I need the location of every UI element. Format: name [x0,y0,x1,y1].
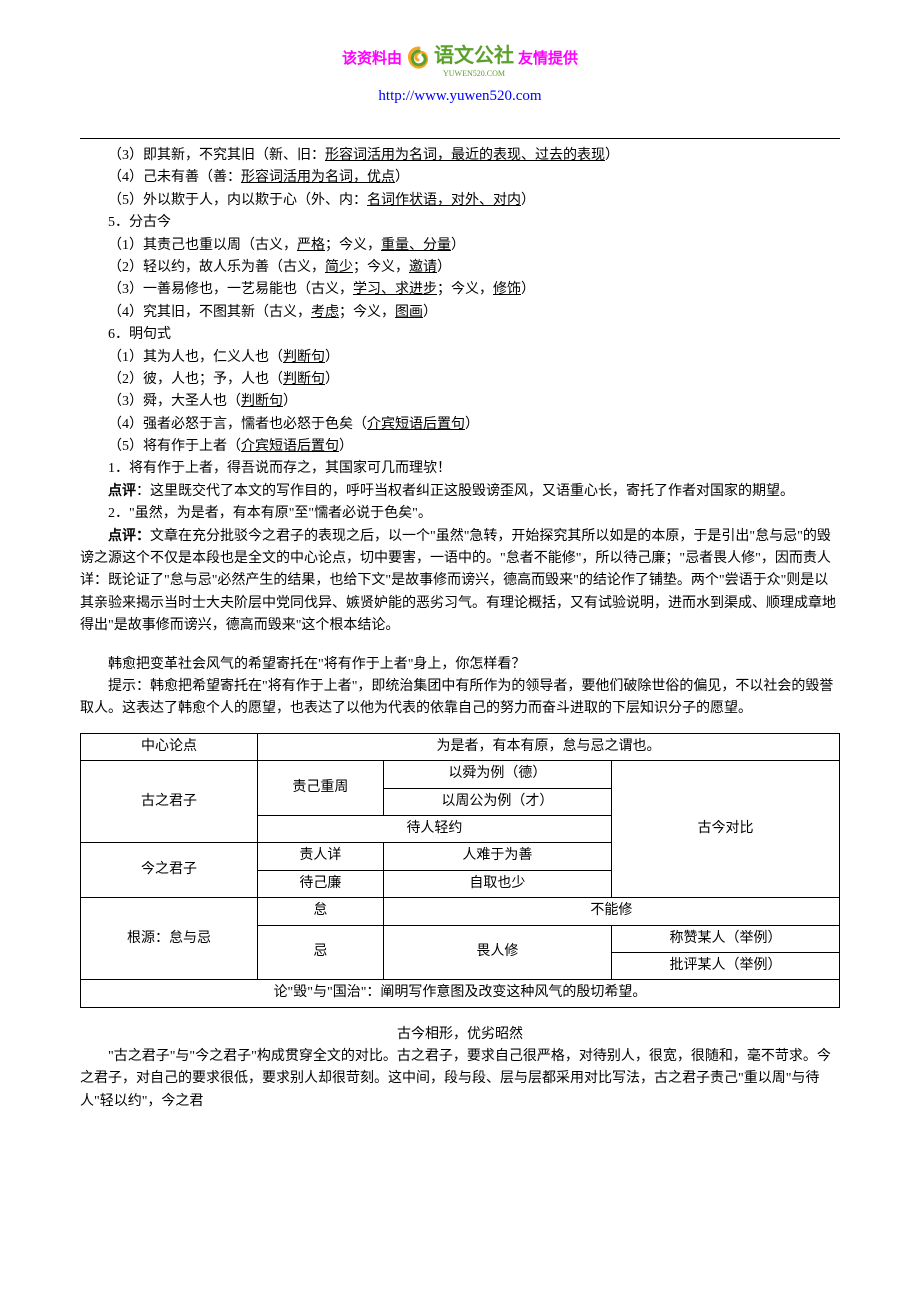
logo-sub: YUWEN520.COM [434,70,514,78]
para-1-comment: 点评：这里既交代了本文的写作目的，呼吁当权者纠正这股毁谤歪风，又语重心长，寄托了… [80,481,840,503]
cell: 批评某人（举例） [611,952,839,979]
table-row: 古之君子 责己重周 以舜为例（德） 古今对比 [81,761,840,788]
table-row: 中心论点 为是者，有本有原，怠与忌之谓也。 [81,733,840,760]
cell: 中心论点 [81,733,258,760]
logo-swirl-icon [406,46,432,72]
header-url[interactable]: http://www.yuwen520.com [80,84,840,108]
qa-block: 韩愈把变革社会风气的希望寄托在"将有作于上者"身上，你怎样看？ 提示：韩愈把希望… [80,654,840,721]
line-4: （4）己未有善（善：形容词活用为名词，优点） [80,167,840,189]
g2: （2）轻以约，故人乐为善（古义，简少；今义，邀请） [80,257,840,279]
s1: （1）其为人也，仁义人也（判断句） [80,347,840,369]
logo-text-wrap: 语文公社 YUWEN520.COM [434,40,514,78]
final-para: "古之君子"与"今之君子"构成贯穿全文的对比。古之君子，要求自己很严格，对待别人… [80,1046,840,1113]
cell: 为是者，有本有原，怠与忌之谓也。 [257,733,839,760]
section-title: 古今相形，优劣昭然 [80,1024,840,1046]
table-row: 论"毁"与"国治"：阐明写作意图及改变这种风气的殷切希望。 [81,980,840,1007]
cell: 怠 [257,898,383,925]
body-text: （3）即其新，不究其旧（新、旧：形容词活用为名词，最近的表现、过去的表现） （4… [80,145,840,1113]
cell: 称赞某人（举例） [611,925,839,952]
cell: 古之君子 [81,761,258,843]
para-2-comment: 点评：文章在充分批驳今之君子的表现之后，以一个"虽然"急转，开始探究其所以如是的… [80,526,840,638]
line-5: （5）外以欺于人，内以欺于心（外、内：名词作状语，对外、对内） [80,190,840,212]
divider [80,138,840,139]
comment-label: 点评 [108,484,136,499]
question-1: 韩愈把变革社会风气的希望寄托在"将有作于上者"身上，你怎样看？ [80,654,840,676]
cell: 根源：怠与忌 [81,898,258,980]
g1: （1）其责己也重以周（古义，严格；今义，重量、分量） [80,235,840,257]
cell: 今之君子 [81,843,258,898]
page: 该资料由 语文公社 YUWEN520.COM 友情提供 http://www.y… [0,0,920,1302]
cell: 自取也少 [383,870,611,897]
cell: 以舜为例（德） [383,761,611,788]
cell: 责己重周 [257,761,383,816]
cell: 人难于为善 [383,843,611,870]
g3: （3）一善易修也，一艺易能也（古义，学习、求进步；今义，修饰） [80,279,840,301]
s5: （5）将有作于上者（介宾短语后置句） [80,436,840,458]
cell: 待己廉 [257,870,383,897]
cell: 不能修 [383,898,839,925]
header-line-1: 该资料由 语文公社 YUWEN520.COM 友情提供 [80,40,840,78]
cell: 论"毁"与"国治"：阐明写作意图及改变这种风气的殷切希望。 [81,980,840,1007]
header: 该资料由 语文公社 YUWEN520.COM 友情提供 http://www.y… [80,40,840,108]
para-1: 1．将有作于上者，得吾说而存之，其国家可几而理欤！ [80,458,840,480]
heading-5: 5．分古今 [80,212,840,234]
cell: 畏人修 [383,925,611,980]
g4: （4）究其旧，不图其新（古义，考虑；今义，图画） [80,302,840,324]
s2: （2）彼，人也；予，人也（判断句） [80,369,840,391]
comment-label-2: 点评： [108,529,150,544]
header-left-text: 该资料由 [342,47,402,71]
cell: 忌 [257,925,383,980]
cell: 责人详 [257,843,383,870]
para-2: 2．"虽然，为是者，有本有原"至"懦者必说于色矣"。 [80,503,840,525]
line-3: （3）即其新，不究其旧（新、旧：形容词活用为名词，最近的表现、过去的表现） [80,145,840,167]
cell: 待人轻约 [257,815,611,842]
s3: （3）舜，大圣人也（判断句） [80,391,840,413]
table-row: 根源：怠与忌 怠 不能修 [81,898,840,925]
cell: 古今对比 [611,761,839,898]
cell: 以周公为例（才） [383,788,611,815]
summary-table: 中心论点 为是者，有本有原，怠与忌之谓也。 古之君子 责己重周 以舜为例（德） … [80,733,840,1008]
header-right-text: 友情提供 [518,47,578,71]
answer-1: 提示：韩愈把希望寄托在"将有作于上者"，即统治集团中有所作为的领导者，要他们破除… [80,676,840,721]
logo-chinese: 语文公社 [434,45,514,67]
logo: 语文公社 YUWEN520.COM [406,40,514,78]
s4: （4）强者必怒于言，懦者也必怒于色矣（介宾短语后置句） [80,414,840,436]
heading-6: 6．明句式 [80,324,840,346]
